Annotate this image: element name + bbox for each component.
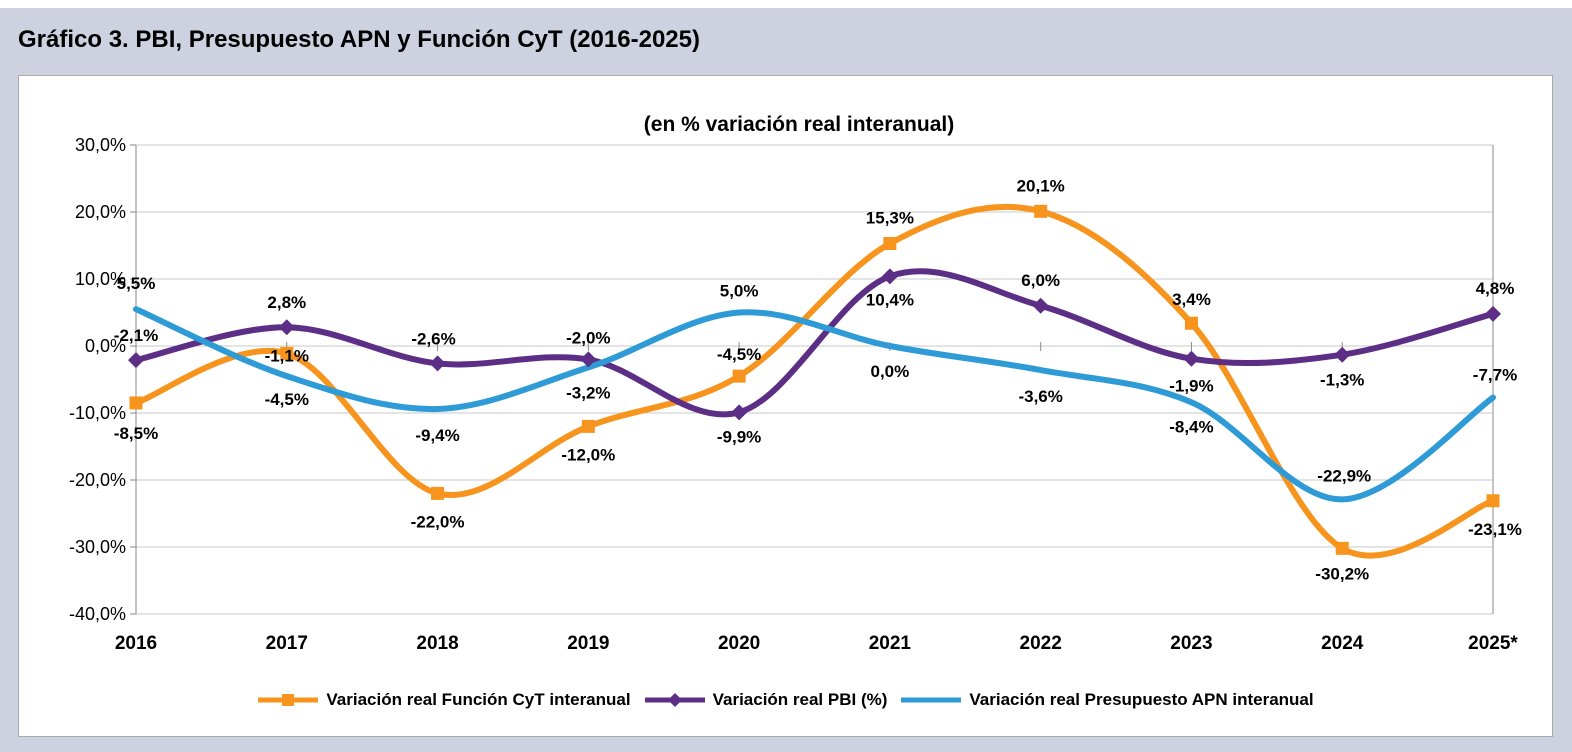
data-label: -4,5% xyxy=(265,390,309,409)
diamond-marker xyxy=(731,404,748,421)
data-label: -1,1% xyxy=(265,346,309,365)
diamond-marker xyxy=(278,319,295,336)
data-label: -7,7% xyxy=(1473,366,1517,385)
legend-item-3: Variación real Presupuesto APN interanua… xyxy=(900,690,1314,710)
chart-legend: Variación real Función CyT interanual Var… xyxy=(19,690,1552,710)
data-label: 0,0% xyxy=(871,362,910,381)
data-label: -23,1% xyxy=(1468,520,1522,539)
data-label: -8,5% xyxy=(114,424,158,443)
y-axis-label: 10,0% xyxy=(75,269,126,289)
data-label: -2,1% xyxy=(114,326,158,345)
x-axis-label: 2020 xyxy=(718,633,760,654)
chart-subtitle: (en % variación real interanual) xyxy=(644,113,954,136)
square-marker xyxy=(431,486,445,500)
y-axis-label: 30,0% xyxy=(75,135,126,155)
x-axis-label: 2018 xyxy=(416,633,458,654)
data-label: -9,4% xyxy=(415,426,459,445)
square-marker xyxy=(280,346,294,360)
square-marker xyxy=(883,236,897,250)
y-axis-label: -40,0% xyxy=(69,604,126,624)
data-label: 6,0% xyxy=(1021,271,1060,290)
data-label: -9,9% xyxy=(717,427,761,446)
diamond-marker xyxy=(128,352,144,369)
data-label: 5,0% xyxy=(720,282,759,301)
data-label: 15,3% xyxy=(866,208,914,227)
diamond-marker xyxy=(1032,297,1049,314)
line-chart-plot: 30,0% 20,0% 10,0% 0,0% -10,0% -20,0% -30,0% -40… xyxy=(69,113,1522,654)
y-axis-label: -10,0% xyxy=(69,403,126,423)
legend-label: Variación real Presupuesto APN interanua… xyxy=(969,690,1314,709)
square-marker xyxy=(732,369,746,383)
diamond-marker xyxy=(1183,350,1200,367)
square-marker xyxy=(1486,494,1500,508)
data-label: -22,0% xyxy=(411,512,465,531)
legend-swatch-square xyxy=(258,694,319,706)
y-axis-label: -30,0% xyxy=(69,537,126,557)
square-marker xyxy=(129,396,143,410)
data-label: -3,6% xyxy=(1018,387,1062,406)
x-axis-label: 2023 xyxy=(1170,633,1212,654)
diamond-marker xyxy=(1485,305,1501,322)
x-axis-label: 2021 xyxy=(869,633,912,654)
y-axis-label: -20,0% xyxy=(69,470,126,490)
data-label: 10,4% xyxy=(866,290,914,309)
data-label: -1,9% xyxy=(1169,377,1213,396)
top-strip xyxy=(0,0,1572,8)
data-label: -1,3% xyxy=(1320,371,1364,390)
legend-label: Variación real Función CyT interanual xyxy=(326,690,631,709)
square-marker xyxy=(581,419,595,433)
x-axis-label: 2024 xyxy=(1321,633,1364,654)
chart-box: 30,0% 20,0% 10,0% 0,0% -10,0% -20,0% -30,0% -40… xyxy=(18,75,1553,737)
legend-item-2: Variación real PBI (%) xyxy=(644,690,888,710)
legend-swatch-none xyxy=(901,697,962,703)
legend-swatch-diamond xyxy=(644,693,705,707)
x-axis-label: 2019 xyxy=(567,633,609,654)
square-marker xyxy=(1335,541,1349,555)
data-label: -3,2% xyxy=(566,383,610,402)
square-marker xyxy=(1034,204,1048,218)
series-line-3 xyxy=(133,306,1496,503)
series-line-2 xyxy=(133,268,1496,418)
data-label: 20,1% xyxy=(1017,176,1065,195)
data-label: 5,5% xyxy=(117,274,156,293)
data-label: 2,8% xyxy=(267,293,306,312)
x-axis-label: 2016 xyxy=(115,633,157,654)
data-label: -22,9% xyxy=(1317,466,1371,485)
diamond-marker xyxy=(580,351,597,368)
diamond-marker xyxy=(429,355,446,372)
data-label: 3,4% xyxy=(1172,290,1211,309)
data-label: -4,5% xyxy=(717,345,761,364)
data-label: -30,2% xyxy=(1315,564,1369,583)
x-axis-label: 2022 xyxy=(1020,633,1062,654)
x-axis-label: 2025* xyxy=(1468,633,1518,654)
x-axis-label: 2017 xyxy=(266,633,308,654)
data-label: -2,0% xyxy=(566,328,610,347)
legend-item-1: Variación real Función CyT interanual xyxy=(257,690,631,710)
diamond-marker xyxy=(881,268,898,285)
series-line-1 xyxy=(133,203,1496,559)
legend-label: Variación real PBI (%) xyxy=(712,690,888,709)
data-label: -12,0% xyxy=(561,445,615,464)
y-axis-label: 0,0% xyxy=(85,336,126,356)
diamond-marker xyxy=(1334,346,1351,363)
data-label: -8,4% xyxy=(1169,417,1213,436)
data-label: 4,8% xyxy=(1476,279,1515,298)
data-label: -2,6% xyxy=(411,329,455,348)
chart-title: Gráfico 3. PBI, Presupuesto APN y Funció… xyxy=(18,26,700,53)
square-marker xyxy=(1184,316,1198,330)
y-axis-label: 20,0% xyxy=(75,202,126,222)
